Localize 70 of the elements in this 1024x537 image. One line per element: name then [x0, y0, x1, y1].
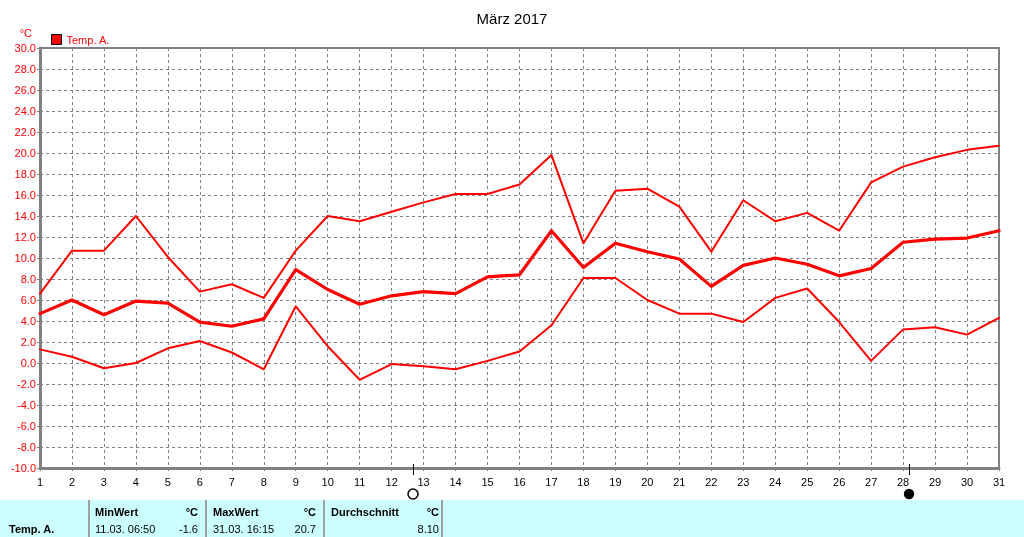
y-tick-label: 22.0	[14, 126, 36, 138]
y-tick-label: 6.0	[20, 294, 36, 306]
y-tick-label: 18.0	[14, 168, 36, 180]
x-tick-label: 22	[705, 475, 718, 488]
y-tick-label: 2.0	[20, 336, 36, 348]
text: 11.03. 06:50	[95, 523, 156, 536]
x-tick-label: 10	[321, 475, 334, 488]
y-tick-label: 20.0	[14, 147, 36, 159]
y-tick-label: -10.0	[10, 462, 36, 474]
x-tick-label: 29	[928, 475, 942, 488]
y-tick-label: 24.0	[14, 105, 36, 117]
y-tick-label: -2.0	[17, 378, 36, 390]
chart-title: März 2017	[476, 10, 548, 27]
y-tick-label: 14.0	[14, 210, 36, 222]
x-tick-label: 12	[385, 475, 398, 488]
text: 20.7	[294, 523, 316, 536]
x-tick-label: 18	[577, 475, 590, 488]
x-tick-label: 21	[673, 475, 686, 488]
x-tick-label: 23	[737, 475, 750, 488]
x-tick-label: 25	[801, 475, 814, 488]
y-tick-label: 30.0	[14, 42, 36, 54]
x-tick-label: 9	[292, 475, 299, 488]
y-tick-label: 10.0	[14, 252, 36, 264]
line-series	[38, 229, 1001, 328]
text: Temp. A.	[9, 523, 55, 536]
x-tick-label: 26	[833, 475, 846, 488]
x-tick-label: 31	[992, 475, 1006, 488]
line-series	[39, 144, 1000, 299]
x-tick-label: 4	[132, 475, 139, 488]
y-tick-label: 16.0	[14, 189, 36, 201]
x-tick-label: 11	[353, 475, 366, 488]
text: MinWert	[95, 506, 139, 519]
y-tick-label: -8.0	[17, 441, 36, 453]
text: °C	[185, 506, 198, 519]
y-tick-label: 28.0	[14, 63, 36, 75]
text: °C	[303, 506, 316, 519]
x-tick-label: 3	[100, 475, 107, 488]
legend-label: Temp. A.	[66, 33, 110, 46]
x-tick-label: 30	[960, 475, 974, 488]
x-tick-label: 24	[769, 475, 782, 488]
x-tick-label: 27	[865, 475, 878, 488]
x-tick-label: 2	[68, 475, 76, 488]
x-tick-label: 16	[513, 475, 526, 488]
x-tick-label: 15	[481, 475, 494, 488]
x-tick-label: 8	[260, 475, 267, 488]
x-tick-label: 19	[609, 475, 622, 488]
text: Durchschnitt	[331, 506, 399, 519]
x-tick-label: 7	[228, 475, 235, 488]
text: -1.6	[179, 523, 198, 536]
y-tick-label: -4.0	[17, 399, 36, 411]
x-tick-label: 14	[449, 475, 462, 488]
y-tick-label: 8.0	[20, 273, 36, 285]
y-tick-label: 26.0	[14, 84, 36, 96]
y-tick-label: 4.0	[20, 315, 36, 327]
text: 31.03. 16:15	[213, 523, 275, 536]
x-tick-label: 20	[641, 475, 654, 488]
text: °C	[426, 506, 439, 519]
y-tick-label: 0.0	[20, 357, 36, 369]
x-tick-label: 5	[164, 475, 171, 488]
y-tick-label: 12.0	[14, 231, 36, 243]
x-tick-label: 6	[196, 475, 203, 488]
y-axis-title: °C	[19, 26, 33, 39]
line-series	[39, 276, 1000, 381]
y-tick-label: -6.0	[17, 420, 36, 432]
x-tick-label: 28	[896, 475, 910, 488]
text: MaxWert	[213, 506, 259, 519]
x-tick-label: 13	[417, 475, 430, 488]
x-tick-label: 17	[545, 475, 558, 488]
text: 8.10	[417, 523, 439, 536]
x-tick-label: 1	[36, 475, 44, 488]
